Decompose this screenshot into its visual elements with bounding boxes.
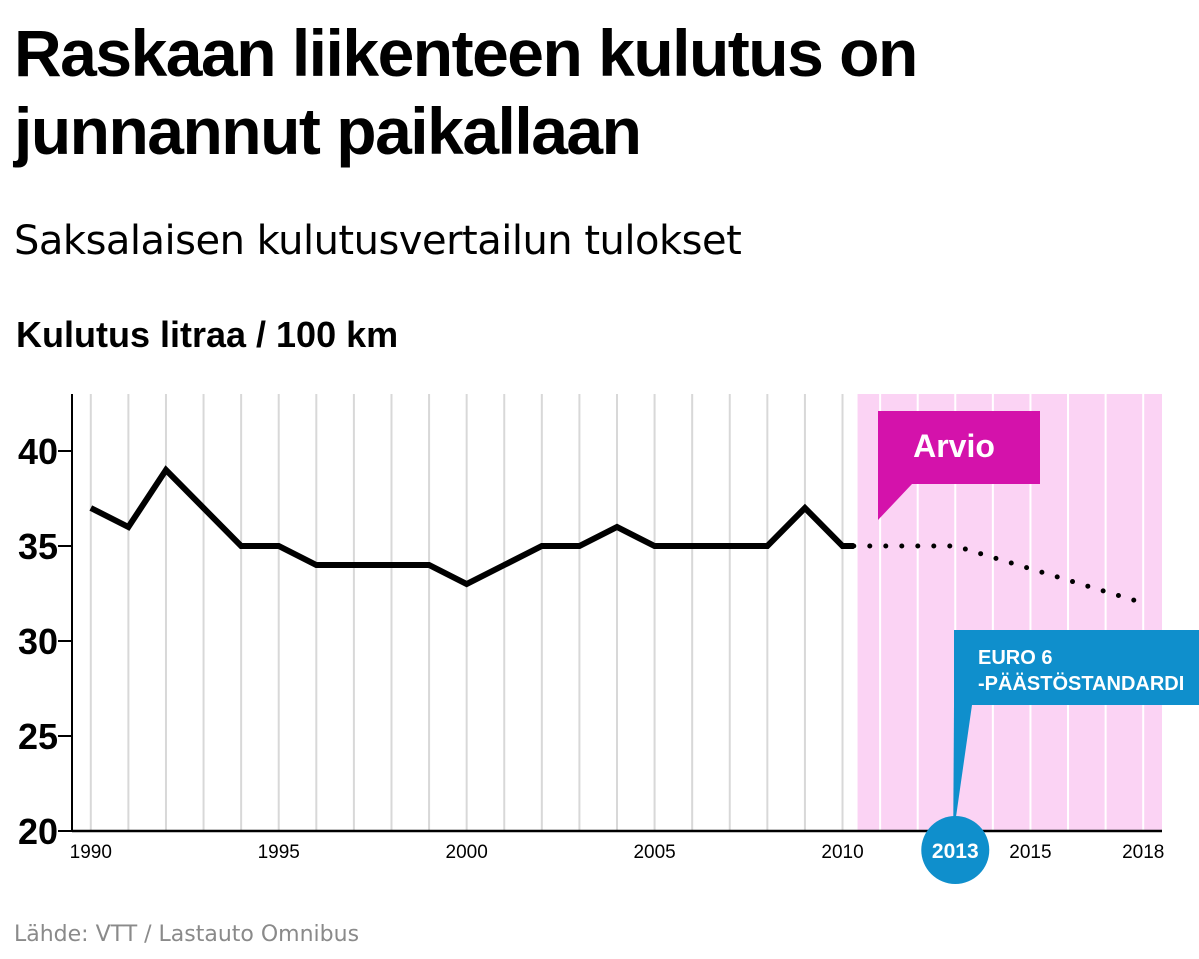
x-tick-label: 2010: [821, 842, 863, 863]
forecast-callout-box: [878, 411, 1040, 484]
x-tick-label: 1995: [258, 842, 300, 863]
x-tick-label: 2018: [1122, 842, 1164, 863]
euro6-callout-box: [954, 630, 1199, 705]
x-tick-label: 1990: [70, 842, 112, 863]
source-note: Lähde: VTT / Lastauto Omnibus: [14, 922, 360, 947]
y-tick-label: 20: [18, 811, 58, 852]
euro6-callout-pointer: [953, 705, 972, 822]
chart-title: Raskaan liikenteen kulutus on junnannut …: [14, 16, 918, 168]
actual-line: [89, 465, 854, 588]
euro6-year-label: 2013: [932, 840, 979, 863]
euro6-label-line2: -PÄÄSTÖSTANDARDI: [978, 672, 1184, 695]
forecast-callout-pointer: [878, 484, 912, 520]
y-tick-label: 35: [18, 526, 58, 567]
x-tick-label: 2000: [446, 842, 488, 863]
euro6-year-bubble: [921, 816, 990, 884]
y-tick-label: 25: [18, 716, 58, 757]
forecast-callout-label: Arvio: [913, 428, 995, 464]
forecast-callout: Arvio: [878, 411, 1040, 520]
x-tick-label: 2005: [633, 842, 675, 863]
y-tick-label: 30: [18, 621, 58, 662]
x-tick-label: 2015: [1009, 842, 1051, 863]
y-axis-unit-label: Kulutus litraa / 100 km: [16, 314, 399, 355]
y-tick-label: 40: [18, 431, 58, 472]
euro6-callout: EURO 6 -PÄÄSTÖSTANDARDI 2013: [921, 630, 1199, 884]
chart-subtitle: Saksalaisen kulutusvertailun tulokset: [14, 218, 742, 264]
euro6-label-line1: EURO 6: [978, 647, 1052, 669]
